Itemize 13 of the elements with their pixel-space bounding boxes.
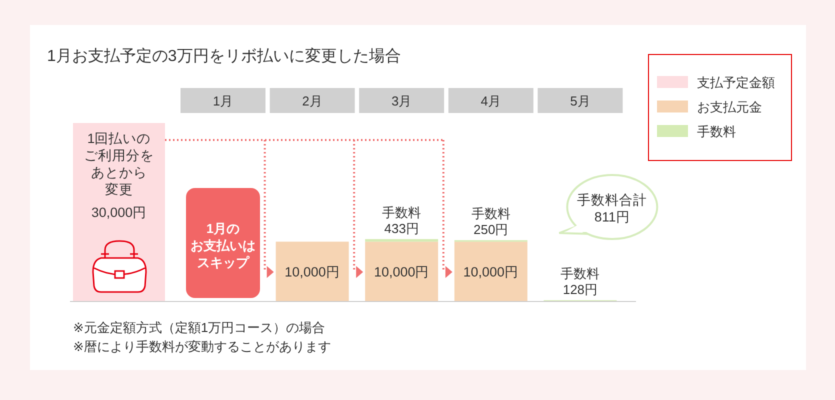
annotation: ※暦により手数料が変動することがあります — [73, 338, 331, 354]
x-tick-label: 3月 — [391, 93, 412, 108]
title: 1月お支払予定の3万円をリボ払いに変更した場合 — [47, 48, 401, 64]
legend-label: 支払予定金額 — [697, 74, 775, 90]
annotation: 手数料合計 811円 — [577, 192, 648, 224]
legend-label: お支払元金 — [697, 99, 762, 114]
x-tick-label: 5月 — [570, 93, 590, 108]
annotation: ※元金定額方式（定額1万円コース）の場合 — [73, 320, 326, 334]
annotation: 1回払いのご利用分をあとから変更 — [84, 130, 154, 198]
x-tick-label: 2月 — [302, 93, 322, 108]
x-tick-label: 1月 — [212, 93, 234, 108]
legend-label: 手数料 — [697, 124, 736, 138]
x-tick-label: 4月 — [480, 93, 502, 108]
